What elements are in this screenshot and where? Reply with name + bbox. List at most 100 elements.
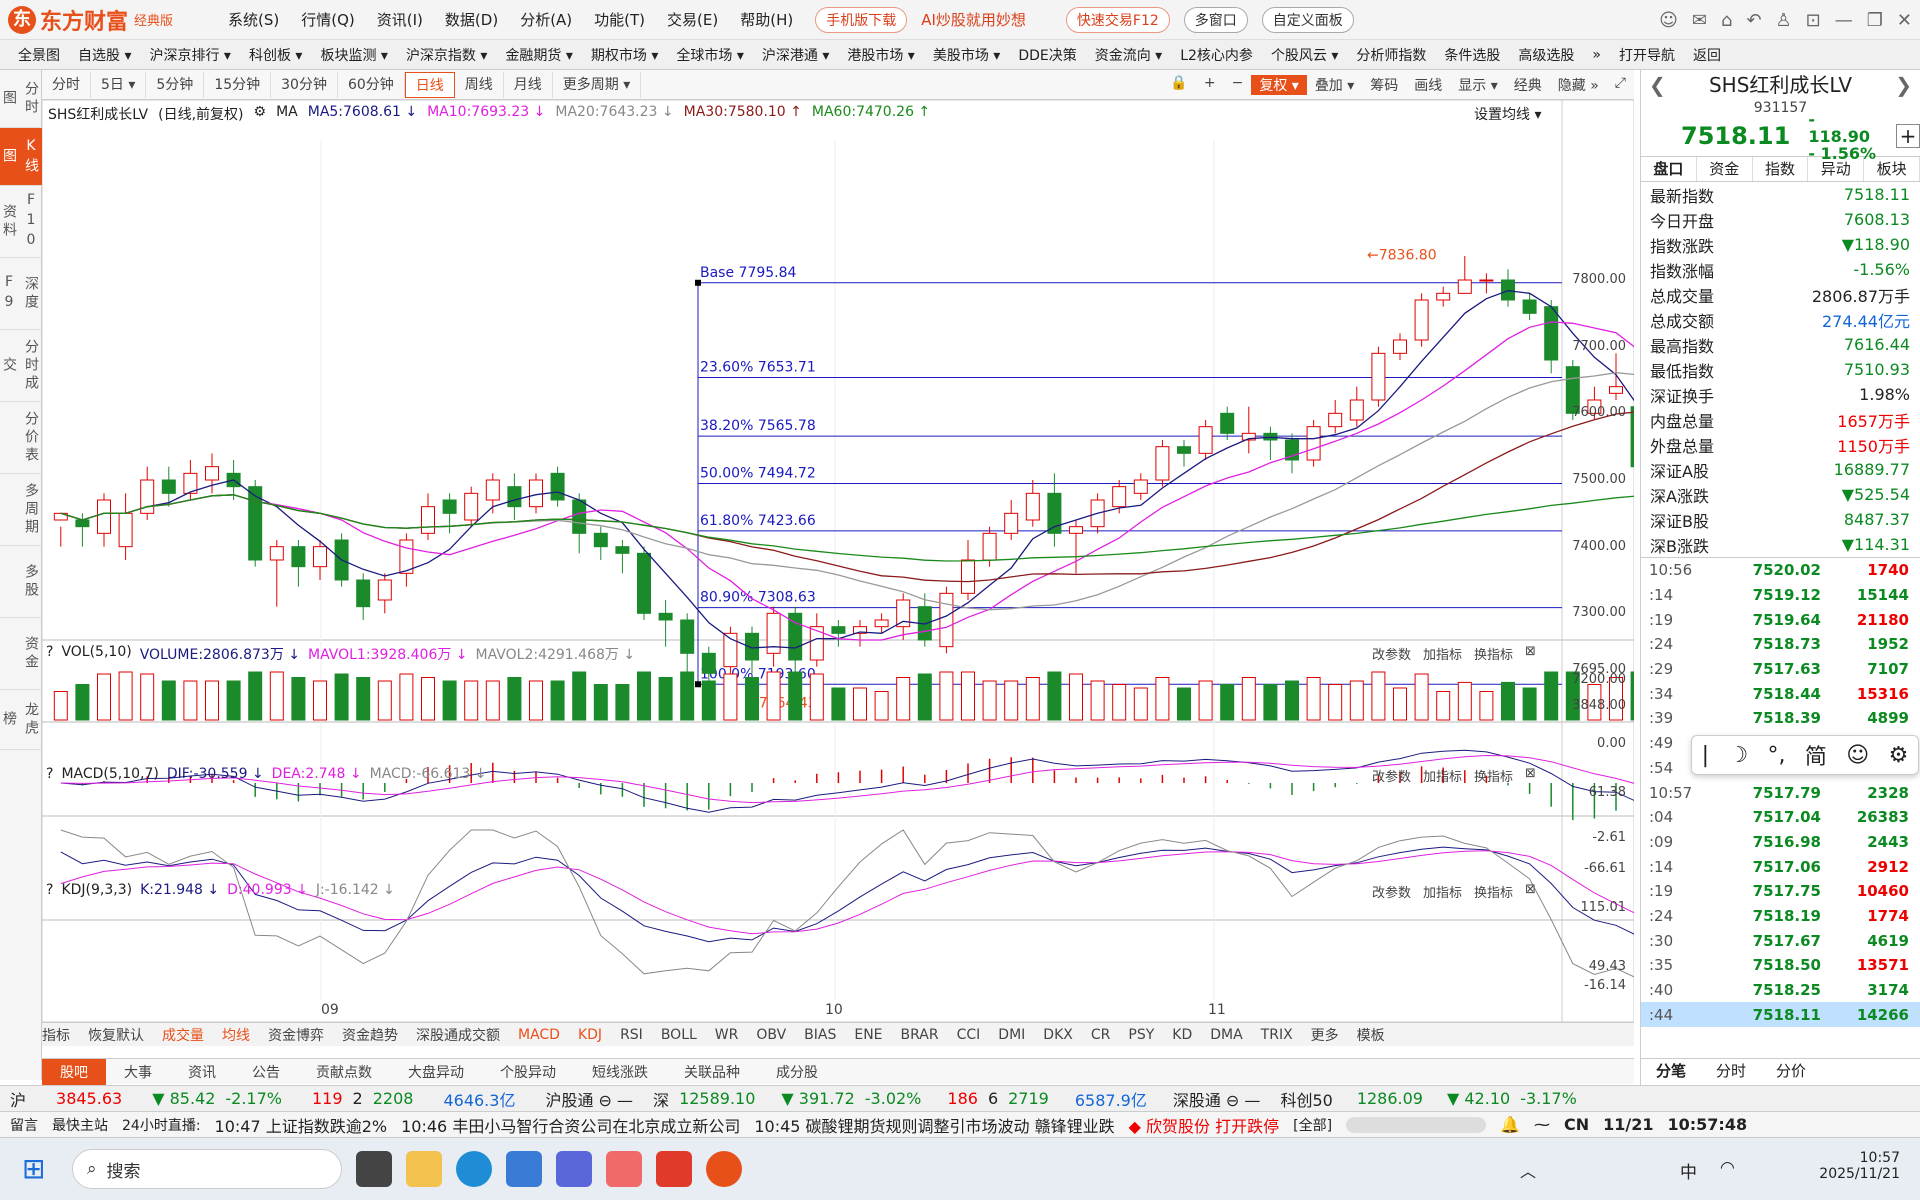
indicator-tab[interactable]: 资金博弈 [268, 1027, 324, 1044]
menu-item[interactable]: 帮助(H) [740, 11, 794, 29]
emoji-icon[interactable]: ☺ [1846, 742, 1870, 768]
indicator-tab[interactable]: 更多 [1310, 1027, 1339, 1044]
indicator-tab[interactable]: WR [714, 1026, 739, 1043]
edit-params-button[interactable]: 改参数 [1372, 770, 1412, 785]
menu-item[interactable]: 行情(Q) [301, 11, 355, 29]
indicator-tab[interactable]: ENE [854, 1026, 883, 1043]
news-tab[interactable]: 个股异动 [500, 1064, 556, 1081]
chart-tool[interactable]: 隐藏 » [1557, 77, 1599, 94]
indicator-tab[interactable]: DKX [1043, 1026, 1073, 1043]
news-tab[interactable]: 资讯 [188, 1064, 216, 1081]
indicator-tab[interactable]: KDJ [577, 1026, 603, 1043]
period-tab[interactable]: 5分钟 [146, 71, 205, 98]
indicator-tab[interactable]: 恢复默认 [88, 1027, 144, 1044]
function-menu-item[interactable]: 个股风云 ▾ [1270, 47, 1339, 64]
all-news-link[interactable]: [全部] [1293, 1117, 1333, 1134]
news-tab[interactable]: 关联品种 [684, 1064, 740, 1081]
news-item[interactable]: 10:45 碳酸锂期货规则调整引市场波动 赣锋锂业跌 [754, 1116, 1115, 1136]
add-watch-icon[interactable]: + [1896, 124, 1920, 148]
clock[interactable]: 10:57 2025/11/21 [1810, 1150, 1900, 1182]
period-tab[interactable]: 月线 [504, 71, 553, 98]
switch-indicator-button[interactable]: 换指标 [1474, 770, 1514, 785]
period-tab[interactable]: 30分钟 [271, 71, 338, 98]
minimize-icon[interactable]: — [1834, 10, 1853, 31]
quote-tab[interactable]: 异动 [1808, 157, 1865, 181]
indicator-tab[interactable]: OBV [756, 1026, 787, 1043]
chart-tool[interactable]: 复权 ▾ [1251, 74, 1307, 95]
quote-tab[interactable]: 板块 [1864, 157, 1920, 181]
back-icon[interactable]: ↶ [1746, 10, 1762, 31]
leftnav-item[interactable]: 多周期 [0, 474, 42, 546]
home-icon[interactable]: ⌂ [1721, 10, 1733, 31]
news-tab[interactable]: 股吧 [42, 1058, 106, 1085]
switch-indicator-button[interactable]: 换指标 [1474, 648, 1514, 663]
indicator-tab[interactable]: 均线 [222, 1027, 250, 1044]
mail-icon[interactable]: ✉ [1691, 10, 1707, 31]
add-indicator-button[interactable]: 加指标 [1423, 770, 1463, 785]
function-menu-item[interactable]: 全景图 [18, 47, 60, 64]
switch-indicator-button[interactable]: 换指标 [1474, 886, 1514, 901]
quote-tab[interactable]: 资金 [1697, 157, 1753, 181]
quick-trade-button[interactable]: 快速交易F12 [1065, 6, 1170, 33]
indicator-tab[interactable]: CR [1090, 1026, 1111, 1043]
indicator-tab[interactable]: 指标 [42, 1027, 70, 1044]
edge-icon[interactable] [456, 1151, 492, 1187]
function-menu-item[interactable]: 条件选股 [1444, 47, 1501, 64]
period-tab[interactable]: 60分钟 [338, 71, 405, 98]
period-tab[interactable]: 更多周期 ▾ [553, 71, 642, 98]
close-icon[interactable]: ⊠ [1525, 766, 1536, 781]
menu-item[interactable]: 数据(D) [444, 11, 499, 29]
sh-index[interactable]: 3845.63 [56, 1089, 123, 1108]
chart-tool[interactable]: 显示 ▾ [1458, 77, 1498, 94]
sz-index[interactable]: 12589.10 [679, 1089, 756, 1108]
moon-icon[interactable]: ☽ [1728, 742, 1749, 768]
news-tab[interactable]: 公告 [252, 1064, 280, 1081]
indicator-tab[interactable]: 资金趋势 [342, 1027, 398, 1044]
function-menu-item[interactable]: L2核心内参 [1180, 47, 1253, 64]
news-tab[interactable]: 贡献点数 [316, 1064, 372, 1081]
news-tab[interactable]: 大盘异动 [408, 1064, 464, 1081]
next-icon[interactable]: ❯ [1895, 73, 1912, 97]
taskview-icon[interactable] [356, 1151, 392, 1187]
hgt-label[interactable]: 沪股通 ⊖ — [545, 1090, 634, 1110]
function-menu-item[interactable]: 板块监测 ▾ [320, 47, 388, 64]
function-menu-item[interactable]: DDE决策 [1018, 47, 1077, 64]
chart-tool[interactable]: 经典 [1513, 77, 1542, 94]
news-tab[interactable]: 成分股 [776, 1064, 818, 1081]
indicator-tab[interactable]: KD [1172, 1026, 1193, 1043]
menu-item[interactable]: 分析(A) [520, 11, 573, 29]
shirt-icon[interactable]: ♙ [1775, 10, 1792, 31]
indicator-tab[interactable]: CCI [956, 1026, 981, 1043]
tray-up-icon[interactable]: ︿ [1520, 1162, 1537, 1181]
indicator-tab[interactable]: DMA [1210, 1026, 1243, 1043]
function-menu-item[interactable]: 打开导航 [1619, 47, 1675, 64]
leftnav-item[interactable]: K线图 [0, 128, 42, 186]
function-menu-item[interactable]: » [1592, 46, 1601, 63]
indicator-tab[interactable]: PSY [1128, 1026, 1155, 1043]
prev-icon[interactable]: ❮ [1649, 73, 1666, 97]
ime-label[interactable]: 中 [1680, 1163, 1697, 1183]
edit-params-button[interactable]: 改参数 [1372, 648, 1412, 663]
menu-item[interactable]: 交易(E) [667, 11, 719, 29]
file-explorer-icon[interactable] [406, 1151, 442, 1187]
eastmoney-taskbar-icon[interactable] [706, 1151, 742, 1187]
tick-tab[interactable]: 分价 [1775, 1062, 1806, 1080]
add-indicator-button[interactable]: 加指标 [1423, 886, 1463, 901]
taskbar-search[interactable]: ⌕ 搜索 [72, 1149, 342, 1189]
function-menu-item[interactable]: 沪深港通 ▾ [761, 47, 830, 64]
settings-icon[interactable]: ⚙ [1888, 742, 1909, 768]
period-tab[interactable]: 5日 ▾ [91, 71, 147, 98]
news-item[interactable]: 10:46 丰田小马智行合资公司在北京成立新公司 [401, 1116, 741, 1136]
kc-index[interactable]: 1286.09 [1356, 1089, 1423, 1108]
indicator-tab[interactable]: TRIX [1260, 1026, 1293, 1043]
zoom-in-icon[interactable]: + [1203, 74, 1216, 91]
server-label[interactable]: 最快主站 [52, 1117, 108, 1134]
mail-app-icon[interactable] [606, 1151, 642, 1187]
edit-params-button[interactable]: 改参数 [1372, 886, 1412, 901]
store-icon[interactable] [506, 1151, 542, 1187]
function-menu-item[interactable]: 美股市场 ▾ [932, 47, 1001, 64]
chart-tool[interactable]: 叠加 ▾ [1314, 77, 1355, 94]
simplified-toggle[interactable]: 简 [1804, 745, 1827, 770]
multi-window-button[interactable]: 多窗口 [1183, 6, 1248, 33]
mobile-download-button[interactable]: 手机版下载 [815, 6, 908, 33]
